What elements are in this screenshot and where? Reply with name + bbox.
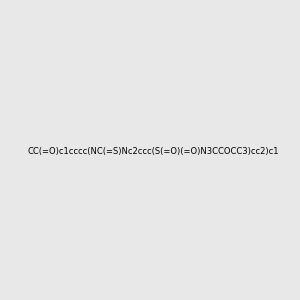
Text: CC(=O)c1cccc(NC(=S)Nc2ccc(S(=O)(=O)N3CCOCC3)cc2)c1: CC(=O)c1cccc(NC(=S)Nc2ccc(S(=O)(=O)N3CCO… — [28, 147, 280, 156]
